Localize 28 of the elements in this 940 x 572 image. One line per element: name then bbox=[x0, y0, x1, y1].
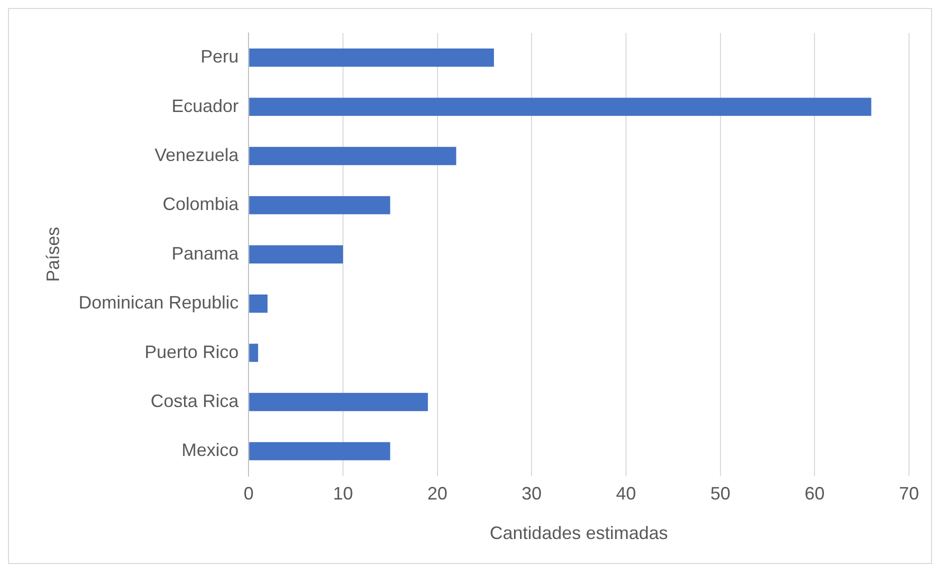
x-tick-label: 50 bbox=[710, 484, 730, 504]
y-tick-label: Ecuador bbox=[172, 96, 239, 116]
bar bbox=[249, 294, 268, 313]
y-tick-label: Puerto Rico bbox=[144, 342, 239, 362]
y-tick-label: Mexico bbox=[182, 440, 239, 460]
x-axis-title: Cantidades estimadas bbox=[490, 523, 668, 544]
x-tick-label: 0 bbox=[244, 484, 254, 504]
x-tick-label: 20 bbox=[427, 484, 448, 504]
bar bbox=[249, 98, 872, 116]
x-tick-label: 30 bbox=[522, 484, 542, 504]
x-tick-label: 10 bbox=[332, 484, 354, 504]
bar bbox=[249, 196, 390, 214]
bar bbox=[249, 146, 456, 166]
y-tick-label: Dominican Republic bbox=[78, 292, 239, 313]
y-tick-label: Panama bbox=[172, 243, 240, 264]
y-axis-title: Países bbox=[42, 226, 63, 282]
y-tick-label: Venezuela bbox=[154, 144, 240, 165]
x-tick-label: 70 bbox=[898, 484, 920, 504]
y-tick-label: Costa Rica bbox=[150, 390, 240, 411]
bar bbox=[249, 48, 494, 67]
x-tick-label: 40 bbox=[616, 484, 636, 504]
bar bbox=[249, 245, 344, 264]
bar bbox=[249, 442, 390, 460]
y-tick-label: Colombia bbox=[162, 194, 240, 214]
bar bbox=[249, 392, 428, 412]
y-tick-label: Peru bbox=[200, 46, 239, 67]
x-tick-label: 60 bbox=[804, 484, 825, 504]
bar bbox=[249, 344, 258, 362]
